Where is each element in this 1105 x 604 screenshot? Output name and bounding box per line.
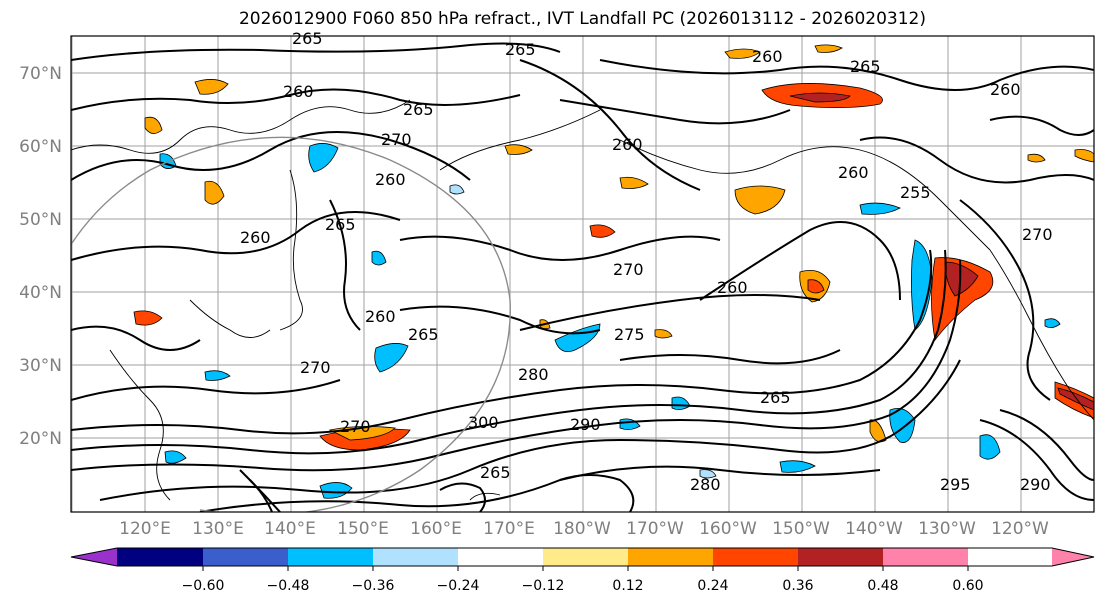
contour-label: 275 — [614, 325, 645, 344]
colorbar-outline — [70, 547, 1095, 567]
colorbar-bin — [458, 548, 543, 566]
colorbar-bin — [883, 548, 968, 566]
contour-labels: 265 265 260 265 270 260 260 265 260 260 … — [240, 29, 1053, 494]
contour-label: 265 — [325, 215, 356, 234]
colorbar-bin — [288, 548, 373, 566]
contour-label: 270 — [1022, 225, 1053, 244]
contour-label: 290 — [1020, 475, 1051, 494]
coastlines — [71, 99, 1094, 501]
colorbar-bin — [713, 548, 798, 566]
contour-label: 265 — [850, 57, 881, 76]
lon-label: 130°E — [192, 519, 244, 539]
colorbar-tick-label: 0.60 — [952, 578, 983, 594]
map-border — [70, 35, 1095, 513]
colorbar-tick-label: 0.36 — [782, 578, 813, 594]
map-title: 2026012900 F060 850 hPa refract., IVT La… — [238, 9, 926, 29]
lon-label: 140°E — [264, 519, 316, 539]
shaded-anomalies — [133, 44, 1094, 499]
lon-label: 170°W — [626, 519, 684, 539]
lon-label: 170°E — [483, 519, 535, 539]
lon-label: 150°E — [337, 519, 389, 539]
lat-label-50n: 50°N — [19, 210, 62, 230]
latitude-labels: 70°N 60°N 50°N 40°N 30°N 20°N — [19, 64, 62, 449]
graticule — [71, 36, 1094, 512]
contour-label: 260 — [990, 80, 1021, 99]
lon-label: 120°E — [119, 519, 171, 539]
colorbar-bin — [628, 548, 713, 566]
colorbar-bin — [543, 548, 628, 566]
contour-label: 290 — [570, 415, 601, 434]
contour-label: 260 — [365, 307, 396, 326]
lat-label-70n: 70°N — [19, 64, 62, 84]
colorbar-tick-label: −0.60 — [182, 578, 225, 594]
colorbar-tick-label: 0.48 — [867, 578, 898, 594]
contour-label: 260 — [752, 47, 783, 66]
lat-label-40n: 40°N — [19, 283, 62, 303]
contour-label: 270 — [381, 130, 412, 149]
lat-label-20n: 20°N — [19, 429, 62, 449]
colorbar-tick-labels: −0.60 −0.48 −0.36 −0.24 −0.12 0.12 0.24 … — [182, 578, 984, 594]
colorbar-bin — [798, 548, 883, 566]
contour-label: 265 — [480, 463, 511, 482]
colorbar-tick-label: 0.24 — [697, 578, 728, 594]
colorbar-extend-high — [1052, 548, 1094, 566]
contour-label: 265 — [760, 388, 791, 407]
contour-label: 280 — [518, 365, 549, 384]
contour-label: 270 — [340, 417, 371, 436]
colorbar: −0.60 −0.48 −0.36 −0.24 −0.12 0.12 0.24 … — [70, 547, 1095, 594]
contour-label: 260 — [612, 135, 643, 154]
contour-label: 265 — [408, 325, 439, 344]
lon-label: 160°E — [410, 519, 462, 539]
lon-label: 120°W — [991, 519, 1049, 539]
lat-label-30n: 30°N — [19, 356, 62, 376]
contour-label: 265 — [292, 29, 323, 48]
lon-label: 160°W — [699, 519, 757, 539]
refractivity-contours — [71, 42, 1094, 512]
lon-label: 130°W — [918, 519, 976, 539]
colorbar-tick-label: −0.24 — [437, 578, 480, 594]
colorbar-bin — [203, 548, 288, 566]
colorbar-tick-label: 0.12 — [612, 578, 643, 594]
colorbar-tick-label: −0.36 — [352, 578, 395, 594]
contour-label: 260 — [283, 82, 314, 101]
contour-label: 270 — [300, 358, 331, 377]
lat-label-60n: 60°N — [19, 137, 62, 157]
contour-label: 300 — [468, 413, 499, 432]
contour-label: 260 — [838, 163, 869, 182]
contour-label: 260 — [240, 228, 271, 247]
colorbar-tick-label: −0.12 — [522, 578, 565, 594]
longitude-labels: 120°E 130°E 140°E 150°E 160°E 170°E 180°… — [119, 519, 1049, 539]
contour-label: 255 — [900, 183, 931, 202]
colorbar-bin — [373, 548, 458, 566]
colorbar-extend-low — [71, 548, 117, 566]
lon-label: 180°W — [553, 519, 611, 539]
contour-label: 260 — [717, 278, 748, 297]
contour-label: 260 — [375, 170, 406, 189]
contour-label: 265 — [403, 100, 434, 119]
lon-label: 150°W — [772, 519, 830, 539]
contour-label: 265 — [505, 40, 536, 59]
lon-label: 140°W — [845, 519, 903, 539]
contour-label: 280 — [690, 475, 721, 494]
range-ring — [71, 136, 511, 512]
contour-label: 295 — [940, 475, 971, 494]
colorbar-bin — [117, 548, 203, 566]
contour-label: 270 — [613, 260, 644, 279]
colorbar-tick-label: −0.48 — [267, 578, 310, 594]
